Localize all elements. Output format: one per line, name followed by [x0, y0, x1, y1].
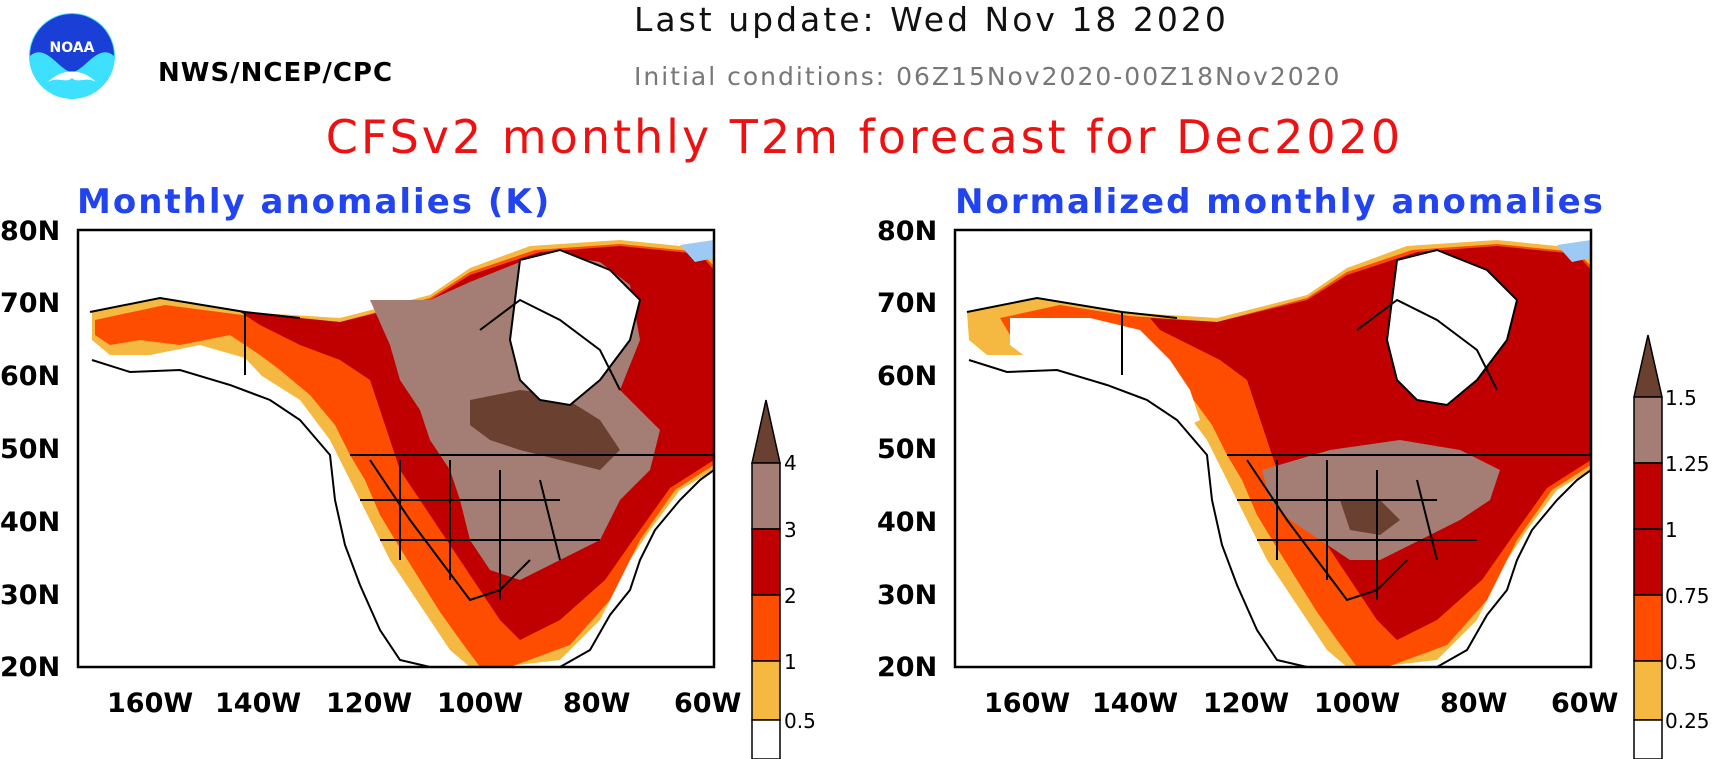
- lat-label: 60N: [0, 361, 60, 392]
- colorbar-segment: [1633, 462, 1663, 530]
- lon-label: 160W: [984, 688, 1070, 719]
- colorbar-label: 1: [784, 650, 797, 674]
- lon-label: 140W: [215, 688, 301, 719]
- colorbar-segment: [1633, 719, 1663, 759]
- colorbar-segment: [751, 594, 781, 662]
- map-right: [953, 228, 1593, 669]
- lon-label: 160W: [107, 688, 193, 719]
- map-left: [76, 228, 716, 669]
- map-frame-left: [76, 228, 716, 669]
- last-update: Last update: Wed Nov 18 2020: [634, 0, 1229, 39]
- lat-label: 30N: [0, 580, 60, 611]
- lat-labels-left: 80N 70N 60N 50N 40N 30N 20N: [0, 216, 60, 683]
- colorbar-arrow: [1633, 334, 1663, 398]
- lat-label: 30N: [877, 580, 937, 611]
- map-frame-right: [953, 228, 1593, 669]
- initial-conditions: Initial conditions: 06Z15Nov2020-00Z18No…: [634, 62, 1342, 91]
- logo-text: NOAA: [50, 40, 95, 56]
- colorbar-segment: [1633, 528, 1663, 596]
- colorbar-label: 0.25: [1665, 709, 1710, 733]
- lon-labels-left: 160W 140W 120W 100W 80W 60W: [107, 688, 741, 719]
- colorbar-label: 1: [1665, 518, 1678, 542]
- colorbar-right: 1.5 1.25 1 0.75 0.5 0.25: [1633, 334, 1710, 759]
- lat-label: 50N: [0, 434, 60, 465]
- colorbar-label: 1.25: [1665, 452, 1710, 476]
- colorbar-label: 0.75: [1665, 584, 1710, 608]
- panel-title-right: Normalized monthly anomalies: [955, 182, 1605, 222]
- lon-label: 120W: [1203, 688, 1289, 719]
- colorbar-label: 3: [784, 518, 797, 542]
- lon-label: 140W: [1092, 688, 1178, 719]
- colorbar-label: 1.5: [1665, 386, 1697, 410]
- noaa-logo: NOAA: [28, 12, 116, 100]
- colorbar-left: 4 3 2 1 0.5: [751, 399, 816, 759]
- colorbar-segment: [751, 462, 781, 530]
- main-title: CFSv2 monthly T2m forecast for Dec2020: [325, 110, 1404, 164]
- lon-labels-right: 160W 140W 120W 100W 80W 60W: [984, 688, 1618, 719]
- colorbar-label: 0.5: [784, 709, 816, 733]
- lat-label: 50N: [877, 434, 937, 465]
- lon-label: 80W: [1440, 688, 1507, 719]
- lon-label: 120W: [326, 688, 412, 719]
- colorbar-label: 0.5: [1665, 650, 1697, 674]
- lon-label: 80W: [563, 688, 630, 719]
- colorbar-segment: [1633, 396, 1663, 464]
- lon-label: 60W: [1551, 688, 1618, 719]
- lat-label: 40N: [0, 507, 60, 538]
- lat-label: 40N: [877, 507, 937, 538]
- lat-label: 80N: [877, 216, 937, 247]
- colorbar-label: 4: [784, 451, 797, 475]
- lat-label: 20N: [877, 652, 937, 683]
- colorbar-arrow: [751, 399, 781, 464]
- panel-title-left: Monthly anomalies (K): [77, 182, 552, 222]
- lat-label: 60N: [877, 361, 937, 392]
- agency-label: NWS/NCEP/CPC: [158, 58, 394, 88]
- colorbar-label: 2: [784, 584, 797, 608]
- lon-label: 60W: [674, 688, 741, 719]
- lat-label: 70N: [877, 288, 937, 319]
- lat-label: 80N: [0, 216, 60, 247]
- colorbar-segment: [1633, 594, 1663, 662]
- lon-label: 100W: [437, 688, 523, 719]
- colorbar-segment: [751, 719, 781, 759]
- lon-label: 100W: [1314, 688, 1400, 719]
- colorbar-segment: [751, 660, 781, 721]
- lat-label: 70N: [0, 288, 60, 319]
- colorbar-segment: [1633, 660, 1663, 721]
- lat-labels-right: 80N 70N 60N 50N 40N 30N 20N: [877, 216, 937, 683]
- lat-label: 20N: [0, 652, 60, 683]
- colorbar-segment: [751, 528, 781, 596]
